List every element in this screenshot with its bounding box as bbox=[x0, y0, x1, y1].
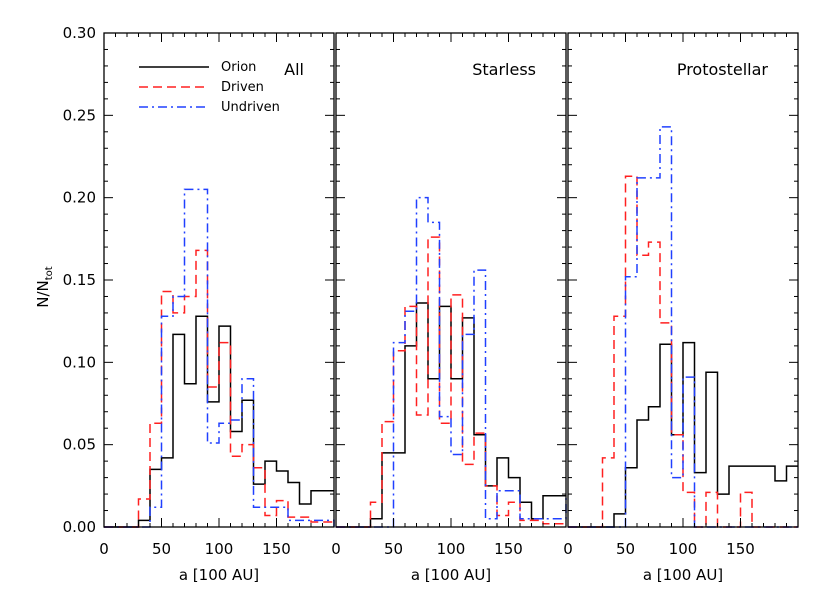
series-undriven-line bbox=[336, 196, 567, 528]
x-axis-label: a [100 AU] bbox=[643, 566, 723, 584]
series-undriven-line bbox=[104, 188, 335, 528]
svg-text:N/Ntot: N/Ntot bbox=[34, 266, 55, 308]
panel-frame bbox=[335, 32, 567, 528]
series-orion-line bbox=[568, 341, 798, 528]
x-tick-label: 100 bbox=[205, 540, 234, 558]
series-orion-line bbox=[336, 302, 566, 528]
panel-frame bbox=[567, 32, 799, 528]
x-tick-label: 50 bbox=[616, 540, 635, 558]
legend: Orion Driven Undriven bbox=[139, 60, 280, 115]
x-tick-label: 150 bbox=[262, 540, 291, 558]
y-axis-title-main: N/N bbox=[34, 280, 52, 308]
series-driven-line bbox=[336, 236, 566, 528]
x-tick-label: 50 bbox=[384, 540, 403, 558]
y-axis-title: N/Ntot bbox=[34, 266, 55, 308]
x-tick-label: 0 bbox=[563, 540, 573, 558]
x-tick-label: 50 bbox=[152, 540, 171, 558]
x-tick-label: 0 bbox=[331, 540, 341, 558]
legend-label-driven: Driven bbox=[221, 80, 264, 95]
panel-frame bbox=[103, 32, 335, 528]
y-tick-label: 0.00 bbox=[63, 518, 96, 536]
panel-all: 0 50 100 150 0.00 0.05 0.10 0.15 0.20 0.25 0.30 a [… bbox=[63, 24, 335, 584]
panels: 0 50 100 150 0.00 0.05 0.10 0.15 0.20 0.25 0.30 a [… bbox=[63, 24, 799, 584]
x-tick-label: 0 bbox=[99, 540, 109, 558]
x-tick-label: 150 bbox=[494, 540, 523, 558]
y-tick-label: 0.20 bbox=[63, 189, 96, 207]
x-tick-label: 100 bbox=[437, 540, 466, 558]
y-tick-label: 0.15 bbox=[63, 271, 96, 289]
x-axis-label: a [100 AU] bbox=[411, 566, 491, 584]
x-axis-label: a [100 AU] bbox=[179, 566, 259, 584]
panel-label: All bbox=[284, 60, 304, 79]
series-undriven-line bbox=[568, 126, 798, 528]
x-tick-label: 150 bbox=[726, 540, 755, 558]
y-tick-label: 0.30 bbox=[63, 24, 96, 42]
panel-label: Starless bbox=[472, 60, 536, 79]
legend-label-undriven: Undriven bbox=[221, 100, 280, 115]
y-tick-label: 0.05 bbox=[63, 436, 96, 454]
y-axis-title-sub: tot bbox=[44, 266, 55, 280]
y-tick-label: 0.25 bbox=[63, 106, 96, 124]
y-tick-label: 0.10 bbox=[63, 353, 96, 371]
x-tick-label: 100 bbox=[669, 540, 698, 558]
legend-label-orion: Orion bbox=[221, 60, 256, 75]
panel-label: Protostellar bbox=[677, 60, 769, 79]
